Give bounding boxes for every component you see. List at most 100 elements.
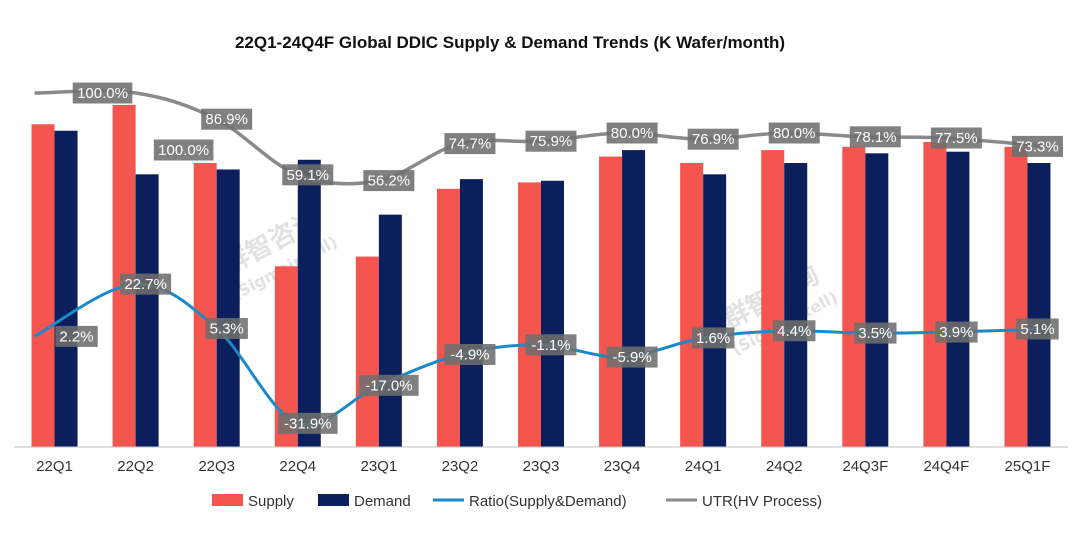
x-tick-label: 22Q4 <box>279 458 316 475</box>
bar-supply-24q3f <box>842 146 866 447</box>
utr-label-text: 73.3% <box>1016 138 1059 155</box>
bar-demand-22q1 <box>54 130 78 447</box>
utr-label-24q4f: 77.5% <box>930 127 982 149</box>
legend: Supply Demand Ratio(Supply&Demand) UTR(HV P… <box>212 493 822 510</box>
ratio-label-box <box>359 374 419 396</box>
utr-label-24q2: 80.0% <box>768 122 820 144</box>
ratio-label-text: -1.1% <box>531 337 570 354</box>
bar-demand-24q1 <box>703 174 727 447</box>
utr-label-text: 100.0% <box>77 85 128 102</box>
x-tick-label: 22Q3 <box>198 458 235 475</box>
x-tick-label: 24Q3F <box>842 458 888 475</box>
ratio-label-text: 3.9% <box>939 324 973 341</box>
ratio-label-box <box>854 322 897 344</box>
utr-label-box <box>201 108 253 130</box>
bar-supply-25q1f <box>1004 146 1028 447</box>
ratio-label-22q2: 22.7% <box>120 273 172 295</box>
utr-label-box <box>72 82 133 104</box>
utr-label-24q3f: 78.1% <box>849 126 901 148</box>
bar-demand-22q4 <box>297 159 321 448</box>
legend-swatch <box>318 494 349 506</box>
utr-label-text: 86.9% <box>205 111 248 128</box>
utr-label-text: 74.7% <box>449 136 492 153</box>
legend-label: Supply <box>248 493 294 510</box>
ratio-label-box <box>935 321 978 343</box>
ratio-label-24q4f: 3.9% <box>935 321 978 343</box>
ratio-label-box <box>525 334 577 356</box>
ratio-label-box <box>606 346 658 368</box>
ratio-label-box <box>120 273 172 295</box>
utr-label-text: 80.0% <box>611 125 654 142</box>
ratio-label-box <box>691 327 735 349</box>
utr-label-23q4: 80.0% <box>606 122 658 144</box>
bar-layer <box>31 104 1051 448</box>
bar-demand-23q4 <box>622 150 646 447</box>
utr-label-text: 56.2% <box>368 173 411 190</box>
utr-label-23q3: 75.9% <box>525 130 577 152</box>
legend-item-supply: Supply <box>212 493 294 510</box>
ratio-label-24q3f: 3.5% <box>854 322 897 344</box>
utr-label-22q3: 86.9% <box>201 108 253 130</box>
utr-label-box <box>1011 135 1063 157</box>
bar-supply-22q3 <box>193 163 217 447</box>
bar-supply-23q4 <box>599 156 623 447</box>
x-tick-label: 23Q1 <box>360 458 397 475</box>
ratio-label-22q1: 2.2% <box>55 325 98 347</box>
data-label-layer: 100.0% 100.0% 86.9% 59.1% 56.2% 74.7% 75.9% 80.… <box>55 82 1063 434</box>
ratio-label-text: -5.9% <box>612 349 651 366</box>
ratio-label-text: -17.0% <box>365 377 413 394</box>
utr-label-text: 76.9% <box>692 131 735 148</box>
utr-label-text: 77.5% <box>935 130 978 147</box>
bar-supply-23q1 <box>355 256 379 447</box>
ratio-label-text: 5.3% <box>210 320 244 337</box>
ratio-label-24q1: 1.6% <box>691 327 735 349</box>
utr-label-text: 80.0% <box>773 125 816 142</box>
bar-supply-22q4 <box>274 266 298 447</box>
utr-label-box <box>768 122 820 144</box>
ratio-label-box <box>773 320 816 342</box>
bar-supply-23q3 <box>518 182 541 447</box>
ratio-label-text: 3.5% <box>858 325 892 342</box>
x-axis-ticks: 22Q1 22Q2 22Q3 22Q4 23Q1 23Q2 23Q3 23Q4 24Q1 24Q2… <box>36 458 1050 475</box>
ratio-label-23q2: -4.9% <box>444 343 496 365</box>
utr-label-box <box>363 170 415 192</box>
bar-demand-25q1f <box>1027 163 1051 447</box>
ratio-label-text: 1.6% <box>696 330 730 347</box>
ratio-label-box <box>1016 318 1059 340</box>
x-tick-label: 23Q4 <box>604 458 641 475</box>
x-tick-label: 25Q1F <box>1005 458 1051 475</box>
utr-label-box <box>525 130 577 152</box>
ratio-label-box <box>277 412 338 434</box>
utr-label-box <box>444 133 496 155</box>
ratio-label-box <box>55 325 98 347</box>
ratio-label-text: -4.9% <box>450 346 489 363</box>
bar-demand-22q2 <box>135 174 159 447</box>
legend-item-utr-hv-process: UTR(HV Process) <box>666 493 822 510</box>
bar-demand-22q3 <box>216 169 240 448</box>
bar-supply-22q1 <box>31 124 55 447</box>
bar-supply-24q4f <box>923 142 947 448</box>
chart-title: 22Q1-24Q4F Global DDIC Supply & Demand T… <box>235 33 785 52</box>
utr-label-22q1: 100.0% <box>72 82 133 104</box>
ratio-label-22q3: 5.3% <box>205 317 248 339</box>
ratio-label-23q4: -5.9% <box>606 346 658 368</box>
utr-label-box <box>153 139 214 161</box>
x-tick-label: 24Q4F <box>923 458 969 475</box>
bar-demand-23q1 <box>378 214 402 447</box>
bar-demand-23q3 <box>541 180 564 447</box>
ratio-label-text: 4.4% <box>777 323 811 340</box>
ratio-label-23q1: -17.0% <box>359 374 419 396</box>
utr-label-text: 78.1% <box>854 129 897 146</box>
ratio-label-25q1f: 5.1% <box>1016 318 1059 340</box>
utr-label-22q4: 59.1% <box>282 164 334 186</box>
x-tick-label: 23Q3 <box>523 458 560 475</box>
x-tick-label: 24Q2 <box>766 458 803 475</box>
utr-label-text: 59.1% <box>286 167 329 184</box>
utr-label-24q1: 76.9% <box>687 128 739 150</box>
legend-label: UTR(HV Process) <box>702 493 822 510</box>
legend-item-demand: Demand <box>318 493 411 510</box>
utr-label-23q2: 74.7% <box>444 133 496 155</box>
utr-label-text: 100.0% <box>158 142 209 159</box>
ratio-label-23q3: -1.1% <box>525 334 577 356</box>
